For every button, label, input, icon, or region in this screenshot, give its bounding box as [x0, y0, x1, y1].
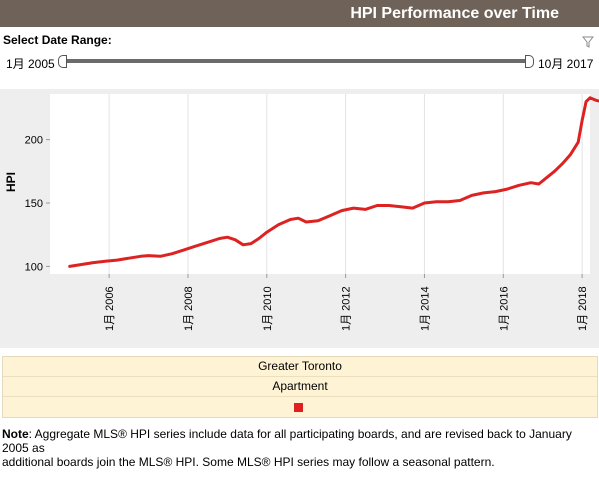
legend-series-swatch[interactable]	[294, 403, 303, 412]
date-range-label: Select Date Range:	[3, 33, 112, 47]
x-tick-label: 1月 2012	[341, 286, 353, 331]
legend-region: Greater Toronto	[3, 357, 597, 377]
plot-area	[50, 94, 590, 274]
page-title: HPI Performance over Time	[350, 5, 559, 22]
x-tick-label: 1月 2014	[419, 286, 431, 331]
x-tick-label: 1月 2008	[183, 286, 195, 331]
note-lead: Note	[2, 427, 29, 441]
note-text: : Aggregate MLS® HPI series include data…	[2, 427, 572, 455]
range-start-value: 1月 2005	[6, 57, 55, 71]
note-text-2: additional boards join the MLS® HPI. Som…	[2, 455, 495, 469]
footnote: Note: Aggregate MLS® HPI series include …	[2, 427, 592, 469]
x-tick-label: 1月 2018	[577, 286, 589, 331]
date-range-slider-track[interactable]	[62, 59, 530, 63]
legend: Greater Toronto Apartment	[2, 356, 598, 418]
legend-property-type: Apartment	[3, 377, 597, 397]
x-tick-label: 1月 2006	[104, 286, 116, 331]
range-end-value: 10月 2017	[538, 57, 594, 71]
x-tick-label: 1月 2016	[498, 286, 510, 331]
y-tick-label: 100	[25, 261, 43, 273]
title-bar: HPI Performance over Time	[0, 0, 599, 27]
range-end-handle[interactable]	[525, 55, 534, 68]
y-tick-label: 150	[25, 198, 43, 210]
series-line[interactable]	[68, 96, 599, 268]
y-axis-label: HPI	[4, 172, 18, 192]
x-tick-label: 1月 2010	[262, 286, 274, 331]
range-start-handle[interactable]	[58, 55, 67, 68]
hpi-line-chart: 100 150 200 1月 2006 1月 2008 1月 2010 1月 2012 1月…	[4, 94, 599, 331]
y-tick-label: 200	[25, 135, 43, 147]
filter-icon[interactable]	[582, 36, 594, 48]
